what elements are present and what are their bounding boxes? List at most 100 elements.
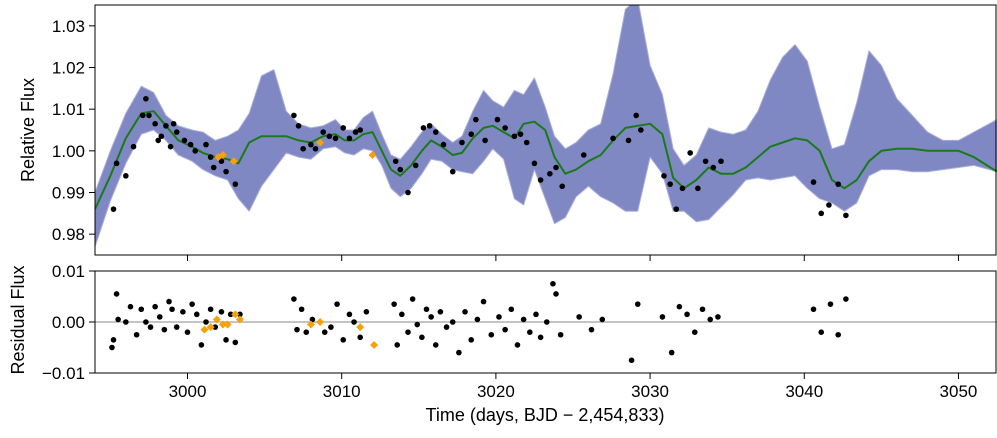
residual-point: [212, 324, 219, 330]
residual-point: [110, 337, 117, 343]
flagged-residual-point: [206, 323, 215, 332]
observation-point: [679, 185, 686, 192]
observation-point: [843, 212, 849, 219]
observation-point: [295, 123, 302, 129]
observation-point: [638, 127, 644, 133]
residual-point: [576, 314, 582, 320]
observation-point: [110, 206, 117, 212]
observation-point: [340, 125, 347, 131]
observation-point: [152, 120, 158, 127]
observation-point: [835, 181, 841, 187]
observation-point: [155, 137, 162, 144]
flagged-observation-point: [218, 151, 227, 159]
relative-flux-panel: 0.98 0.99 1.00 1.01 1.02 1.03: [52, 4, 997, 261]
residual-point: [303, 329, 310, 336]
residual-point: [588, 326, 595, 333]
observation-point: [702, 158, 709, 165]
observation-point: [517, 131, 524, 137]
residual-point: [699, 306, 706, 313]
observation-point: [123, 173, 129, 179]
residual-point: [203, 319, 209, 325]
observation-point: [695, 185, 701, 192]
y-tick-label: 0.99: [52, 184, 85, 203]
observation-point: [163, 123, 169, 129]
residual-point: [156, 314, 163, 320]
observation-point: [113, 160, 120, 167]
residual-point: [409, 296, 416, 302]
plot-frame: [94, 4, 997, 256]
flagged-residual-point: [370, 340, 379, 349]
observation-point: [357, 127, 364, 133]
residual-point: [533, 311, 539, 318]
observation-point: [223, 168, 229, 175]
residual-point: [419, 334, 425, 341]
residual-point: [180, 309, 186, 315]
observation-point: [449, 168, 456, 175]
residual-point: [147, 324, 154, 330]
y-tick-label: 1.02: [52, 59, 85, 78]
observation-point: [426, 123, 433, 129]
residual-point: [628, 357, 635, 364]
residual-point: [827, 301, 834, 307]
model-mean-line: [95, 110, 997, 210]
observation-point: [661, 173, 667, 179]
observation-point: [718, 158, 724, 165]
residual-point: [138, 306, 145, 313]
observation-point: [143, 95, 149, 102]
observation-point: [537, 177, 544, 183]
observation-point: [818, 210, 825, 217]
observation-point: [502, 125, 508, 131]
observation-point: [482, 137, 488, 144]
residual-point: [423, 306, 430, 313]
observation-point: [320, 129, 326, 135]
observation-point: [523, 139, 530, 146]
x-tick-label: 3040: [785, 382, 823, 401]
residual-point: [328, 324, 334, 330]
observation-point: [610, 135, 616, 142]
residual-point: [684, 311, 690, 318]
observation-point: [203, 141, 209, 148]
observation-point: [459, 139, 465, 146]
observation-point: [312, 145, 319, 152]
observation-point: [633, 112, 639, 119]
x-tick-label: 3020: [477, 382, 515, 401]
residual-point: [428, 314, 434, 320]
observation-point: [810, 179, 817, 185]
residual-point: [553, 291, 559, 297]
observation-point: [553, 164, 559, 171]
residual-point: [818, 329, 825, 336]
observation-point: [181, 137, 188, 144]
observation-point: [158, 133, 165, 140]
residual-point: [835, 331, 841, 338]
observation-point: [440, 141, 447, 148]
residual-point: [399, 311, 405, 318]
y-tick-label: 0.98: [52, 225, 85, 244]
observation-point: [207, 154, 214, 160]
observation-point: [332, 135, 339, 142]
flagged-residual-point: [200, 325, 209, 334]
residual-point: [449, 319, 456, 325]
residual-flux-panel: −0.01 0.00 0.01 3000 3010 3020 3030 3040 3050: [42, 262, 997, 401]
residual-point: [351, 319, 357, 325]
observation-point: [326, 133, 333, 140]
residual-point: [298, 306, 305, 313]
time-axis-label: Time (days, BJD − 2,454,833): [426, 405, 665, 425]
residual-point: [173, 324, 180, 330]
residual-point: [462, 309, 468, 315]
x-tick-label: 3030: [631, 382, 669, 401]
residual-point: [543, 319, 550, 325]
observation-point: [580, 152, 587, 158]
observation-point: [232, 181, 239, 187]
observation-point: [173, 129, 180, 135]
residual-point: [189, 301, 195, 307]
residual-point: [514, 342, 521, 348]
residual-point: [437, 309, 444, 315]
residual-point: [198, 342, 205, 348]
residual-point: [218, 309, 225, 315]
residual-point: [527, 329, 533, 336]
residual-point: [109, 344, 115, 351]
observation-point: [625, 137, 632, 144]
residual-point: [508, 306, 515, 313]
observation-point: [473, 116, 479, 123]
y-tick-label: 1.03: [52, 17, 85, 36]
